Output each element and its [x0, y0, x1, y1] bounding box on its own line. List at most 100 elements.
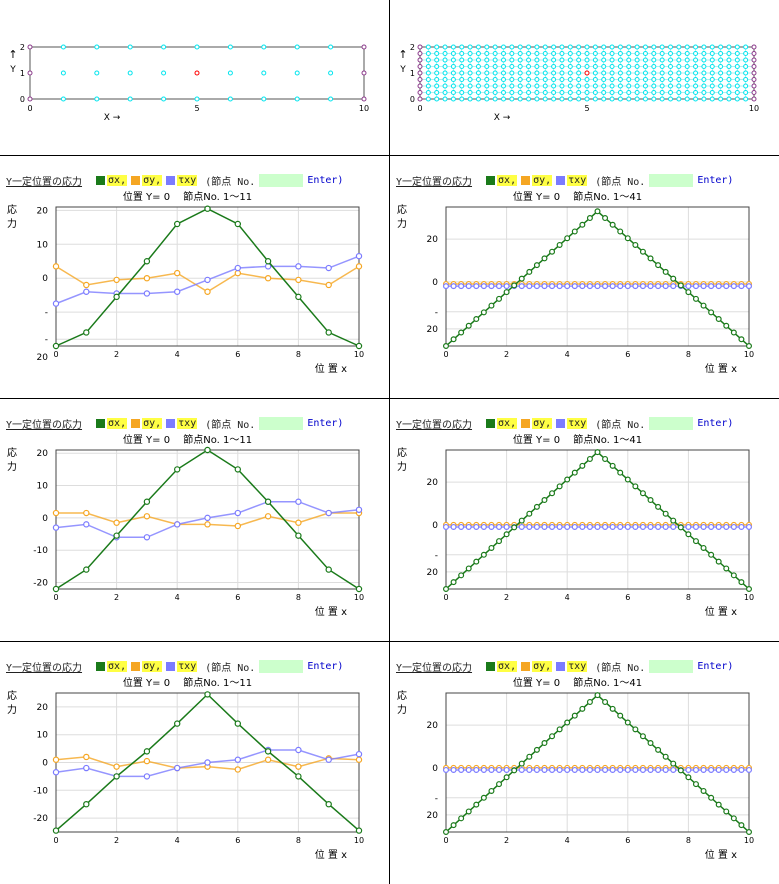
- sigma-x-line: [445, 694, 750, 833]
- mesh-node: [584, 44, 590, 50]
- mesh-node: [551, 77, 557, 82]
- mesh-node: [693, 51, 699, 56]
- tau-xy-point: [571, 283, 578, 290]
- tau-xy-point: [624, 523, 631, 530]
- y-tick-label: 10: [37, 240, 49, 250]
- mesh-node: [734, 51, 740, 56]
- mesh-node: [751, 96, 757, 102]
- chart-xlabel: 位 置 x: [705, 362, 737, 375]
- chart-ylabel: 応: [7, 203, 17, 216]
- mesh-node: [551, 51, 557, 56]
- mesh-node: [227, 96, 233, 102]
- chart-header-title: Y一定位置の応力: [6, 419, 83, 431]
- mesh-node: [743, 57, 749, 63]
- mesh-node: [642, 77, 648, 82]
- mesh-node: [659, 70, 665, 76]
- enter-link[interactable]: Enter): [697, 174, 734, 186]
- plot-frame: [445, 692, 750, 833]
- sigma-x-point: [511, 524, 518, 531]
- mesh-node: [442, 51, 448, 56]
- sigma-x-point: [738, 822, 745, 829]
- mesh-node: [576, 51, 582, 56]
- mesh-node: [584, 64, 590, 69]
- tau-xy-point: [549, 766, 556, 773]
- mesh-node: [626, 44, 632, 50]
- chart-subtitle: 位置 Y= 0 節点No. 1〜11: [123, 433, 252, 446]
- mesh-node: [261, 44, 267, 50]
- enter-link[interactable]: Enter): [307, 660, 344, 672]
- sigma-y-swatch: [131, 175, 141, 185]
- node-number-input[interactable]: [259, 173, 304, 187]
- mesh-node: [417, 90, 423, 95]
- tau-xy-point: [670, 283, 677, 290]
- tau-xy-point: [234, 509, 241, 517]
- mesh-node: [617, 83, 623, 89]
- sigma-x-swatch: [96, 418, 106, 428]
- mesh-node: [559, 70, 565, 76]
- x-tick-label: 8: [296, 836, 301, 845]
- enter-link[interactable]: Enter): [307, 417, 344, 429]
- mesh-node: [94, 70, 100, 76]
- mesh-node: [734, 77, 740, 82]
- tau-xy-point: [549, 523, 556, 530]
- mesh-node: [450, 64, 456, 69]
- x-tick-label: 2: [504, 350, 509, 359]
- tau-xy-point: [746, 523, 753, 530]
- tau-xy-point: [518, 523, 525, 530]
- mesh-node: [425, 83, 431, 89]
- tau-xy-swatch: [166, 418, 176, 428]
- enter-link[interactable]: Enter): [307, 174, 344, 186]
- stress-chart-panel: Y一定位置の応力 σx, σy, τxy (節点 No. Enter) 位置 Y= 0 節点…: [390, 399, 779, 641]
- sigma-x-point: [325, 566, 332, 573]
- node-number-input[interactable]: [259, 416, 304, 430]
- y-tick-label: 0: [432, 278, 438, 288]
- mesh-node: [501, 70, 506, 76]
- mesh-node: [492, 90, 498, 95]
- sigma-y-point: [83, 753, 90, 761]
- mesh-node: [626, 90, 632, 95]
- mesh-node: [709, 44, 715, 50]
- mesh-node: [567, 77, 573, 82]
- mesh-node: [743, 83, 749, 89]
- mesh-node: [592, 70, 598, 76]
- enter-link[interactable]: Enter): [697, 417, 734, 429]
- mesh-node: [459, 77, 465, 82]
- mesh-node: [425, 57, 431, 63]
- mesh-node: [509, 77, 515, 82]
- mesh-node: [501, 57, 506, 63]
- sigma-x-point: [708, 551, 715, 558]
- mesh-node: [559, 96, 565, 102]
- node-number-label: (節点 No.: [205, 176, 256, 188]
- enter-link[interactable]: Enter): [697, 660, 734, 672]
- tau-xy-label: τxy: [567, 174, 588, 186]
- tau-xy-point: [730, 283, 737, 290]
- mesh-node: [709, 70, 715, 76]
- mesh-node: [668, 64, 673, 69]
- mesh-node: [534, 83, 540, 89]
- mesh-node: [701, 90, 707, 95]
- tau-xy-point: [173, 521, 181, 528]
- mesh-node: [701, 57, 707, 63]
- mesh-node: [676, 64, 682, 69]
- sigma-x-point: [465, 322, 472, 329]
- mesh-x-label: X →: [494, 113, 511, 123]
- sigma-x-point: [586, 698, 593, 705]
- mesh-node: [492, 64, 498, 69]
- mesh-node: [642, 64, 648, 69]
- sigma-x-point: [173, 466, 181, 473]
- tau-xy-point: [662, 283, 669, 290]
- mesh-node: [693, 57, 699, 63]
- mesh-node: [492, 70, 498, 76]
- mesh-node: [542, 70, 548, 76]
- sigma-x-point: [234, 720, 241, 727]
- node-number-input[interactable]: [259, 659, 304, 673]
- node-number-input[interactable]: [649, 416, 694, 430]
- sigma-x-line: [445, 210, 750, 347]
- sigma-x-label: σx,: [107, 417, 128, 429]
- node-number-input[interactable]: [649, 173, 694, 187]
- y-tick-label: 20: [37, 449, 49, 459]
- node-number-input[interactable]: [649, 659, 694, 673]
- tau-xy-point: [541, 766, 548, 773]
- sigma-x-point: [609, 221, 616, 228]
- mesh-node: [467, 90, 473, 95]
